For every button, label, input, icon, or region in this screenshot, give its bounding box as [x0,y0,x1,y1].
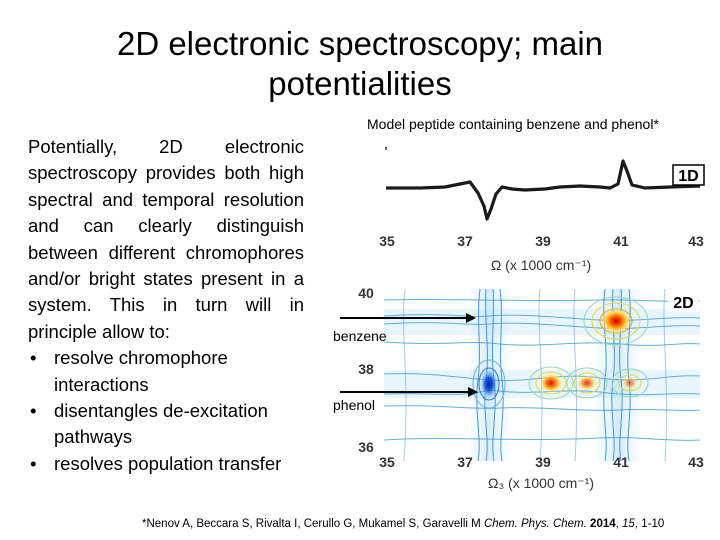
annotation-arrow-phenol [340,387,478,397]
peak-blue [480,369,498,399]
x-tick-label: 35 [379,233,395,249]
x-tick-label: 41 [613,233,629,249]
citation-pages: 1-10 [641,518,665,530]
annotation-phenol: phenol [333,397,376,413]
badge-1d: 1D [678,168,698,185]
x-axis-label-1d: Ω (x 1000 cm⁻¹) [491,257,591,273]
badge-2d-frame [668,292,699,312]
peak-hotspot [600,308,632,334]
badge-2d: 2D [673,295,693,312]
annotation-arrow-benzene [340,313,476,323]
x-tick-label: 43 [688,454,704,470]
panel-1d: 1D 35 37 39 41 43 Ω (x 1000 cm⁻¹) [379,147,705,273]
citation: *Nenov A, Beccara S, Rivalta I, Cerullo … [142,518,665,530]
x-tick-label: 37 [457,233,473,249]
peak-hotspot [539,373,563,393]
x-tick-label: 39 [535,454,551,470]
citation-year: 2014 [590,518,616,530]
x-tick-label: 37 [457,454,473,470]
bullet-list: resolve chromophore interactions disenta… [28,345,304,477]
intro-paragraph: Potentially, 2D electronic spectroscopy … [28,136,304,342]
citation-volume: 15 [622,518,635,530]
badge-1d-frame [672,164,705,186]
slide-title: 2D electronic spectroscopy; main potenti… [116,25,604,102]
citation-journal: Chem. Phys. Chem. [483,518,587,530]
panel-2d: 2D 40 38 36 35 37 39 41 43 Ω₃ (x 1000 cm… [340,285,704,491]
bullet-item: resolves population transfer [28,451,304,478]
x-axis-label-2d: Ω₃ (x 1000 cm⁻¹) [488,475,594,491]
spectrum-1d-line [386,159,701,221]
body-text: Potentially, 2D electronic spectroscopy … [28,134,304,478]
contour-map [384,289,700,461]
citation-authors: *Nenov A, Beccara S, Rivalta I, Cerullo … [142,518,484,530]
y-tick-label: 40 [358,285,374,301]
figure-caption: Model peptide containing benzene and phe… [367,116,659,132]
bullet-item: resolve chromophore interactions [28,345,304,398]
x-tick-label: 35 [379,454,395,470]
annotation-benzene: benzene [333,328,387,344]
peak-hotspot [622,376,638,390]
y-tick-label: 38 [358,361,374,377]
x-tick-label: 39 [535,233,551,249]
x-tick-label: 43 [688,233,704,249]
bullet-item: disentangles de-excitation pathways [28,398,304,451]
x-tick-label: 41 [613,454,629,470]
peak-hotspot [577,375,597,391]
y-tick-label: 36 [358,439,374,455]
